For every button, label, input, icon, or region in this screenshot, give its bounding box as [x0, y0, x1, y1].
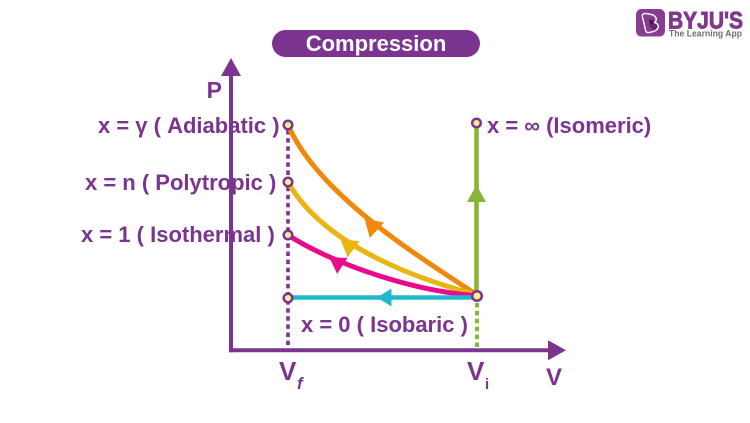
svg-text:x = ∞ (Isomeric): x = ∞ (Isomeric): [487, 113, 651, 138]
svg-text:The Learning App: The Learning App: [669, 29, 742, 40]
svg-text:i: i: [485, 376, 489, 393]
svg-text:x = n ( Polytropic ): x = n ( Polytropic ): [85, 170, 276, 195]
svg-text:x = γ ( Adiabatic ): x = γ ( Adiabatic ): [98, 113, 280, 138]
svg-text:V: V: [467, 356, 485, 386]
svg-text:BYJU'S: BYJU'S: [668, 8, 743, 35]
svg-text:x = 0 ( Isobaric ): x = 0 ( Isobaric ): [301, 312, 468, 337]
svg-text:P: P: [207, 77, 222, 103]
svg-text:Compression: Compression: [306, 31, 447, 56]
svg-text:V: V: [279, 356, 297, 386]
svg-text:x = 1 ( Isothermal ): x = 1 ( Isothermal ): [81, 222, 275, 247]
svg-text:V: V: [546, 364, 562, 391]
svg-text:f: f: [297, 374, 305, 393]
